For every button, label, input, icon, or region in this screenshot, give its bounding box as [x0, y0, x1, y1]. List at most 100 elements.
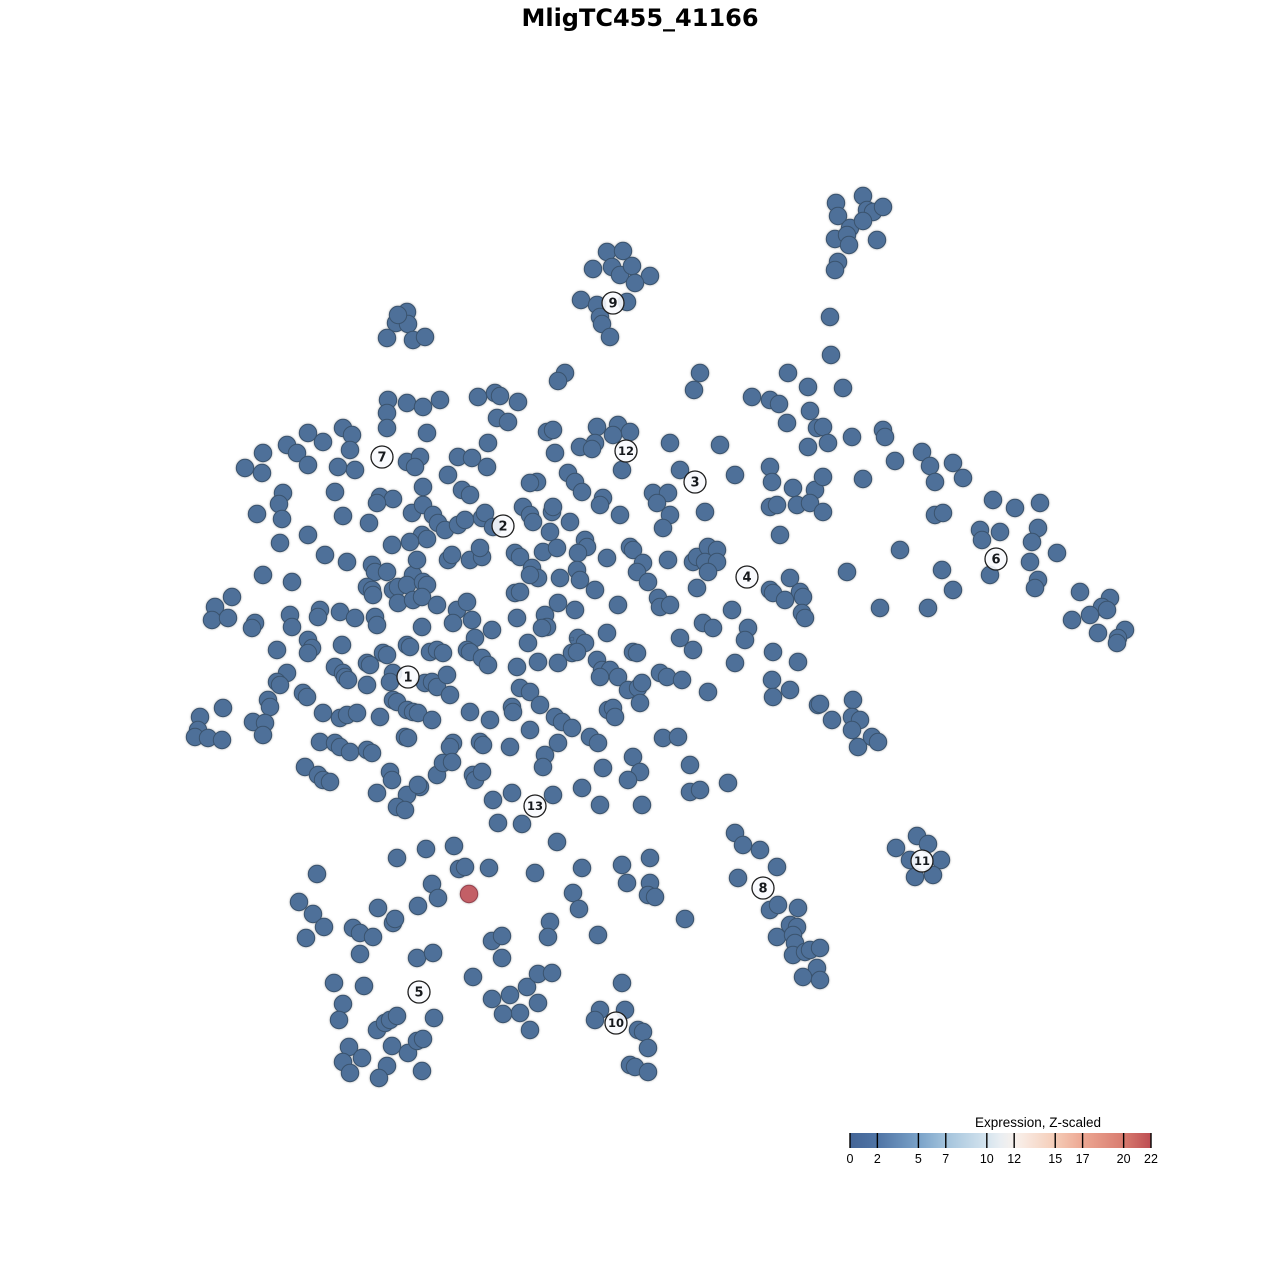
data-point [775, 590, 795, 610]
data-point [545, 443, 565, 463]
data-point [943, 580, 963, 600]
data-point [610, 505, 630, 525]
data-point [632, 795, 652, 815]
data-point [762, 670, 782, 690]
data-point [345, 608, 365, 628]
legend-tick-label: 12 [1007, 1152, 1021, 1166]
legend-tick-label: 0 [847, 1152, 854, 1166]
data-point [533, 757, 553, 777]
data-point [587, 417, 607, 437]
data-point [478, 655, 498, 675]
data-point [412, 1061, 432, 1081]
legend-tick-label: 10 [980, 1152, 994, 1166]
cluster-label-13: 13 [523, 794, 547, 818]
data-point [329, 1010, 349, 1030]
cluster-label-text: 2 [498, 520, 507, 535]
data-point [821, 345, 841, 365]
cluster-label-text: 1 [403, 671, 412, 686]
data-point [543, 785, 563, 805]
data-point [813, 502, 833, 522]
data-point [622, 256, 642, 276]
data-point [1070, 582, 1090, 602]
data-point [672, 670, 692, 690]
data-point [397, 393, 417, 413]
data-point [412, 617, 432, 637]
data-point [462, 448, 482, 468]
colorbar-legend: Expression, Z-scaled 0 2 5 7 10 12 15 17 20 22 [847, 1115, 1158, 1166]
cluster-label-circle [614, 439, 638, 463]
data-point [297, 687, 317, 707]
data-point [333, 994, 353, 1014]
data-point [839, 235, 859, 255]
data-point [340, 742, 360, 762]
data-point [932, 560, 952, 580]
data-point [325, 482, 345, 502]
data-point [298, 525, 318, 545]
data-point [473, 735, 493, 755]
data-point [837, 562, 857, 582]
data-point [567, 642, 587, 662]
data-point [547, 538, 567, 558]
data-point [282, 617, 302, 637]
data-point [413, 1029, 433, 1049]
data-point [853, 211, 873, 231]
data-point [1022, 532, 1042, 552]
data-point [442, 752, 462, 772]
cluster-label-circle [407, 980, 431, 1004]
data-point [532, 618, 552, 638]
data-point [272, 509, 292, 529]
data-point [520, 1020, 540, 1040]
data-point [618, 770, 638, 790]
data-point [507, 657, 527, 677]
data-point [542, 963, 562, 983]
data-point [597, 623, 617, 643]
data-point [762, 472, 782, 492]
data-point [507, 608, 527, 628]
data-point [437, 665, 457, 685]
data-point [695, 502, 715, 522]
data-point [645, 887, 665, 907]
data-point [502, 783, 522, 803]
data-point [886, 838, 906, 858]
data-point [572, 778, 592, 798]
data-point [617, 873, 637, 893]
data-point [382, 770, 402, 790]
data-point [612, 855, 632, 875]
data-point [482, 989, 502, 1009]
data-point [653, 518, 673, 538]
data-point [565, 600, 585, 620]
cluster-label-text: 13 [527, 799, 543, 813]
data-point [833, 378, 853, 398]
data-point [315, 545, 335, 565]
data-point [660, 433, 680, 453]
data-point [725, 465, 745, 485]
data-point [875, 427, 895, 447]
data-point [385, 909, 405, 929]
data-point [213, 698, 233, 718]
cluster-label-2: 2 [491, 514, 515, 538]
data-point [407, 550, 427, 570]
data-point [593, 758, 613, 778]
data-point [313, 703, 333, 723]
data-point [788, 898, 808, 918]
data-point [633, 1022, 653, 1042]
data-point [408, 775, 428, 795]
data-point [423, 943, 443, 963]
data-point [388, 593, 408, 613]
data-point [543, 497, 563, 517]
data-point [440, 685, 460, 705]
data-point [407, 948, 427, 968]
data-point [810, 694, 830, 714]
data-point [777, 413, 797, 433]
data-point [357, 675, 377, 695]
data-point [603, 425, 623, 445]
data-point [735, 630, 755, 650]
cluster-label-text: 10 [608, 1016, 624, 1030]
data-point [253, 725, 273, 745]
data-point [842, 720, 862, 740]
data-point [1005, 498, 1025, 518]
data-point [780, 680, 800, 700]
data-point [548, 733, 568, 753]
data-point [818, 433, 838, 453]
